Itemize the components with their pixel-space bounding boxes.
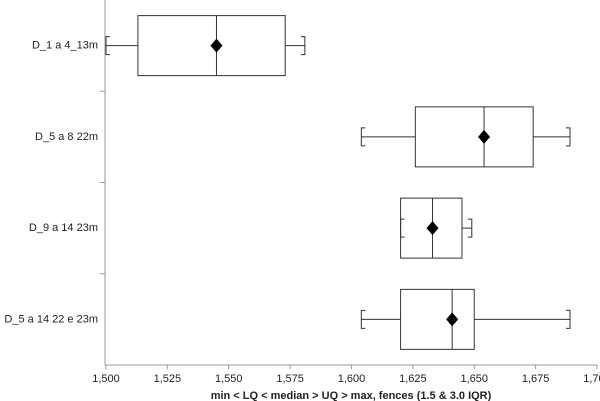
cap-low xyxy=(400,218,405,238)
cap-high xyxy=(300,36,306,56)
x-tick-label: 1,550 xyxy=(215,373,243,385)
x-tick-label: 1,500 xyxy=(92,373,120,385)
y-tick-label: D_5 a 14 22 e 23m xyxy=(4,313,98,325)
box xyxy=(137,15,286,77)
box xyxy=(400,288,475,350)
y-tick-label: D_9 a 14 23m xyxy=(29,222,98,234)
mean-marker xyxy=(446,312,459,327)
x-tick-label: 1,675 xyxy=(522,373,550,385)
box xyxy=(400,197,463,259)
y-tick-label: D_1 a 4_13m xyxy=(32,40,98,52)
cap-high xyxy=(565,309,571,329)
cap-low xyxy=(105,36,110,56)
y-tick-label: D_5 a 8 22m xyxy=(35,131,98,143)
x-tick-label: 1,700 xyxy=(583,373,600,385)
mean-marker xyxy=(210,38,223,53)
x-axis-title: min < LQ < median > UQ > max, fences (1.… xyxy=(211,390,492,401)
cap-high xyxy=(565,127,571,147)
x-tick-label: 1,625 xyxy=(399,373,427,385)
x-tick-label: 1,525 xyxy=(154,373,182,385)
x-tick-label: 1,575 xyxy=(276,373,304,385)
x-tick-label: 1,600 xyxy=(338,373,366,385)
mean-marker xyxy=(478,129,491,144)
cap-low xyxy=(360,127,366,147)
cap-low xyxy=(360,309,366,329)
mean-marker xyxy=(426,221,439,236)
cap-high xyxy=(467,218,473,238)
x-tick-label: 1,650 xyxy=(460,373,488,385)
box xyxy=(414,106,534,168)
